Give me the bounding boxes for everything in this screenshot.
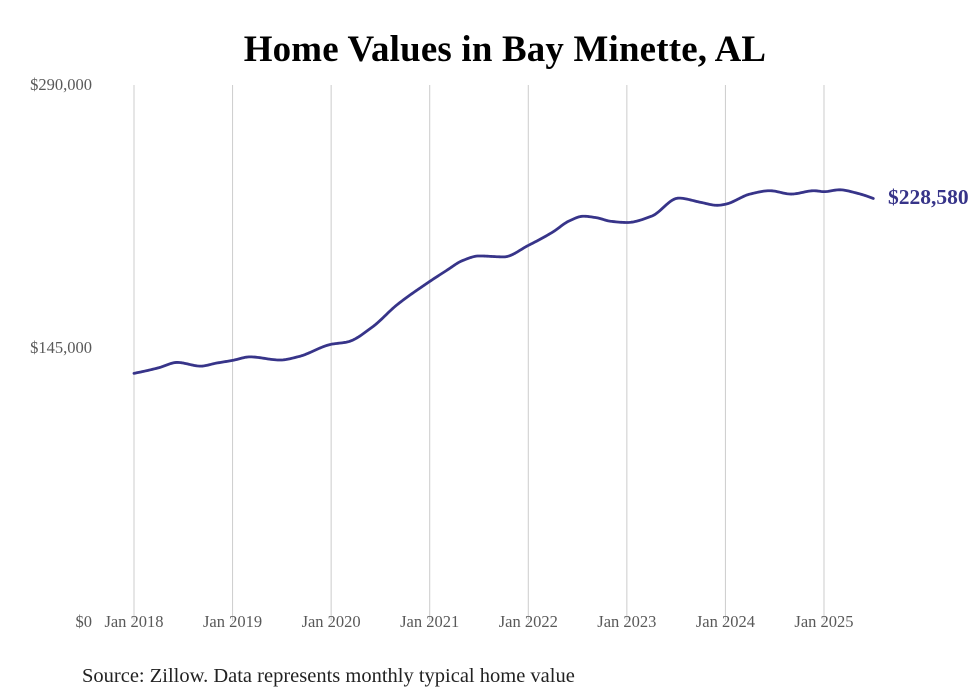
svg-text:Jan 2025: Jan 2025 — [794, 612, 853, 631]
svg-text:Jan 2024: Jan 2024 — [696, 612, 755, 631]
svg-text:Jan 2020: Jan 2020 — [302, 612, 361, 631]
svg-text:Jan 2019: Jan 2019 — [203, 612, 262, 631]
svg-text:$228,580: $228,580 — [888, 185, 969, 209]
svg-text:$290,000: $290,000 — [30, 75, 92, 94]
svg-text:Jan 2021: Jan 2021 — [400, 612, 459, 631]
svg-text:$145,000: $145,000 — [30, 338, 92, 357]
svg-text:$0: $0 — [76, 612, 93, 631]
svg-text:Jan 2023: Jan 2023 — [597, 612, 656, 631]
svg-text:Jan 2018: Jan 2018 — [104, 612, 163, 631]
svg-text:Jan 2022: Jan 2022 — [499, 612, 558, 631]
